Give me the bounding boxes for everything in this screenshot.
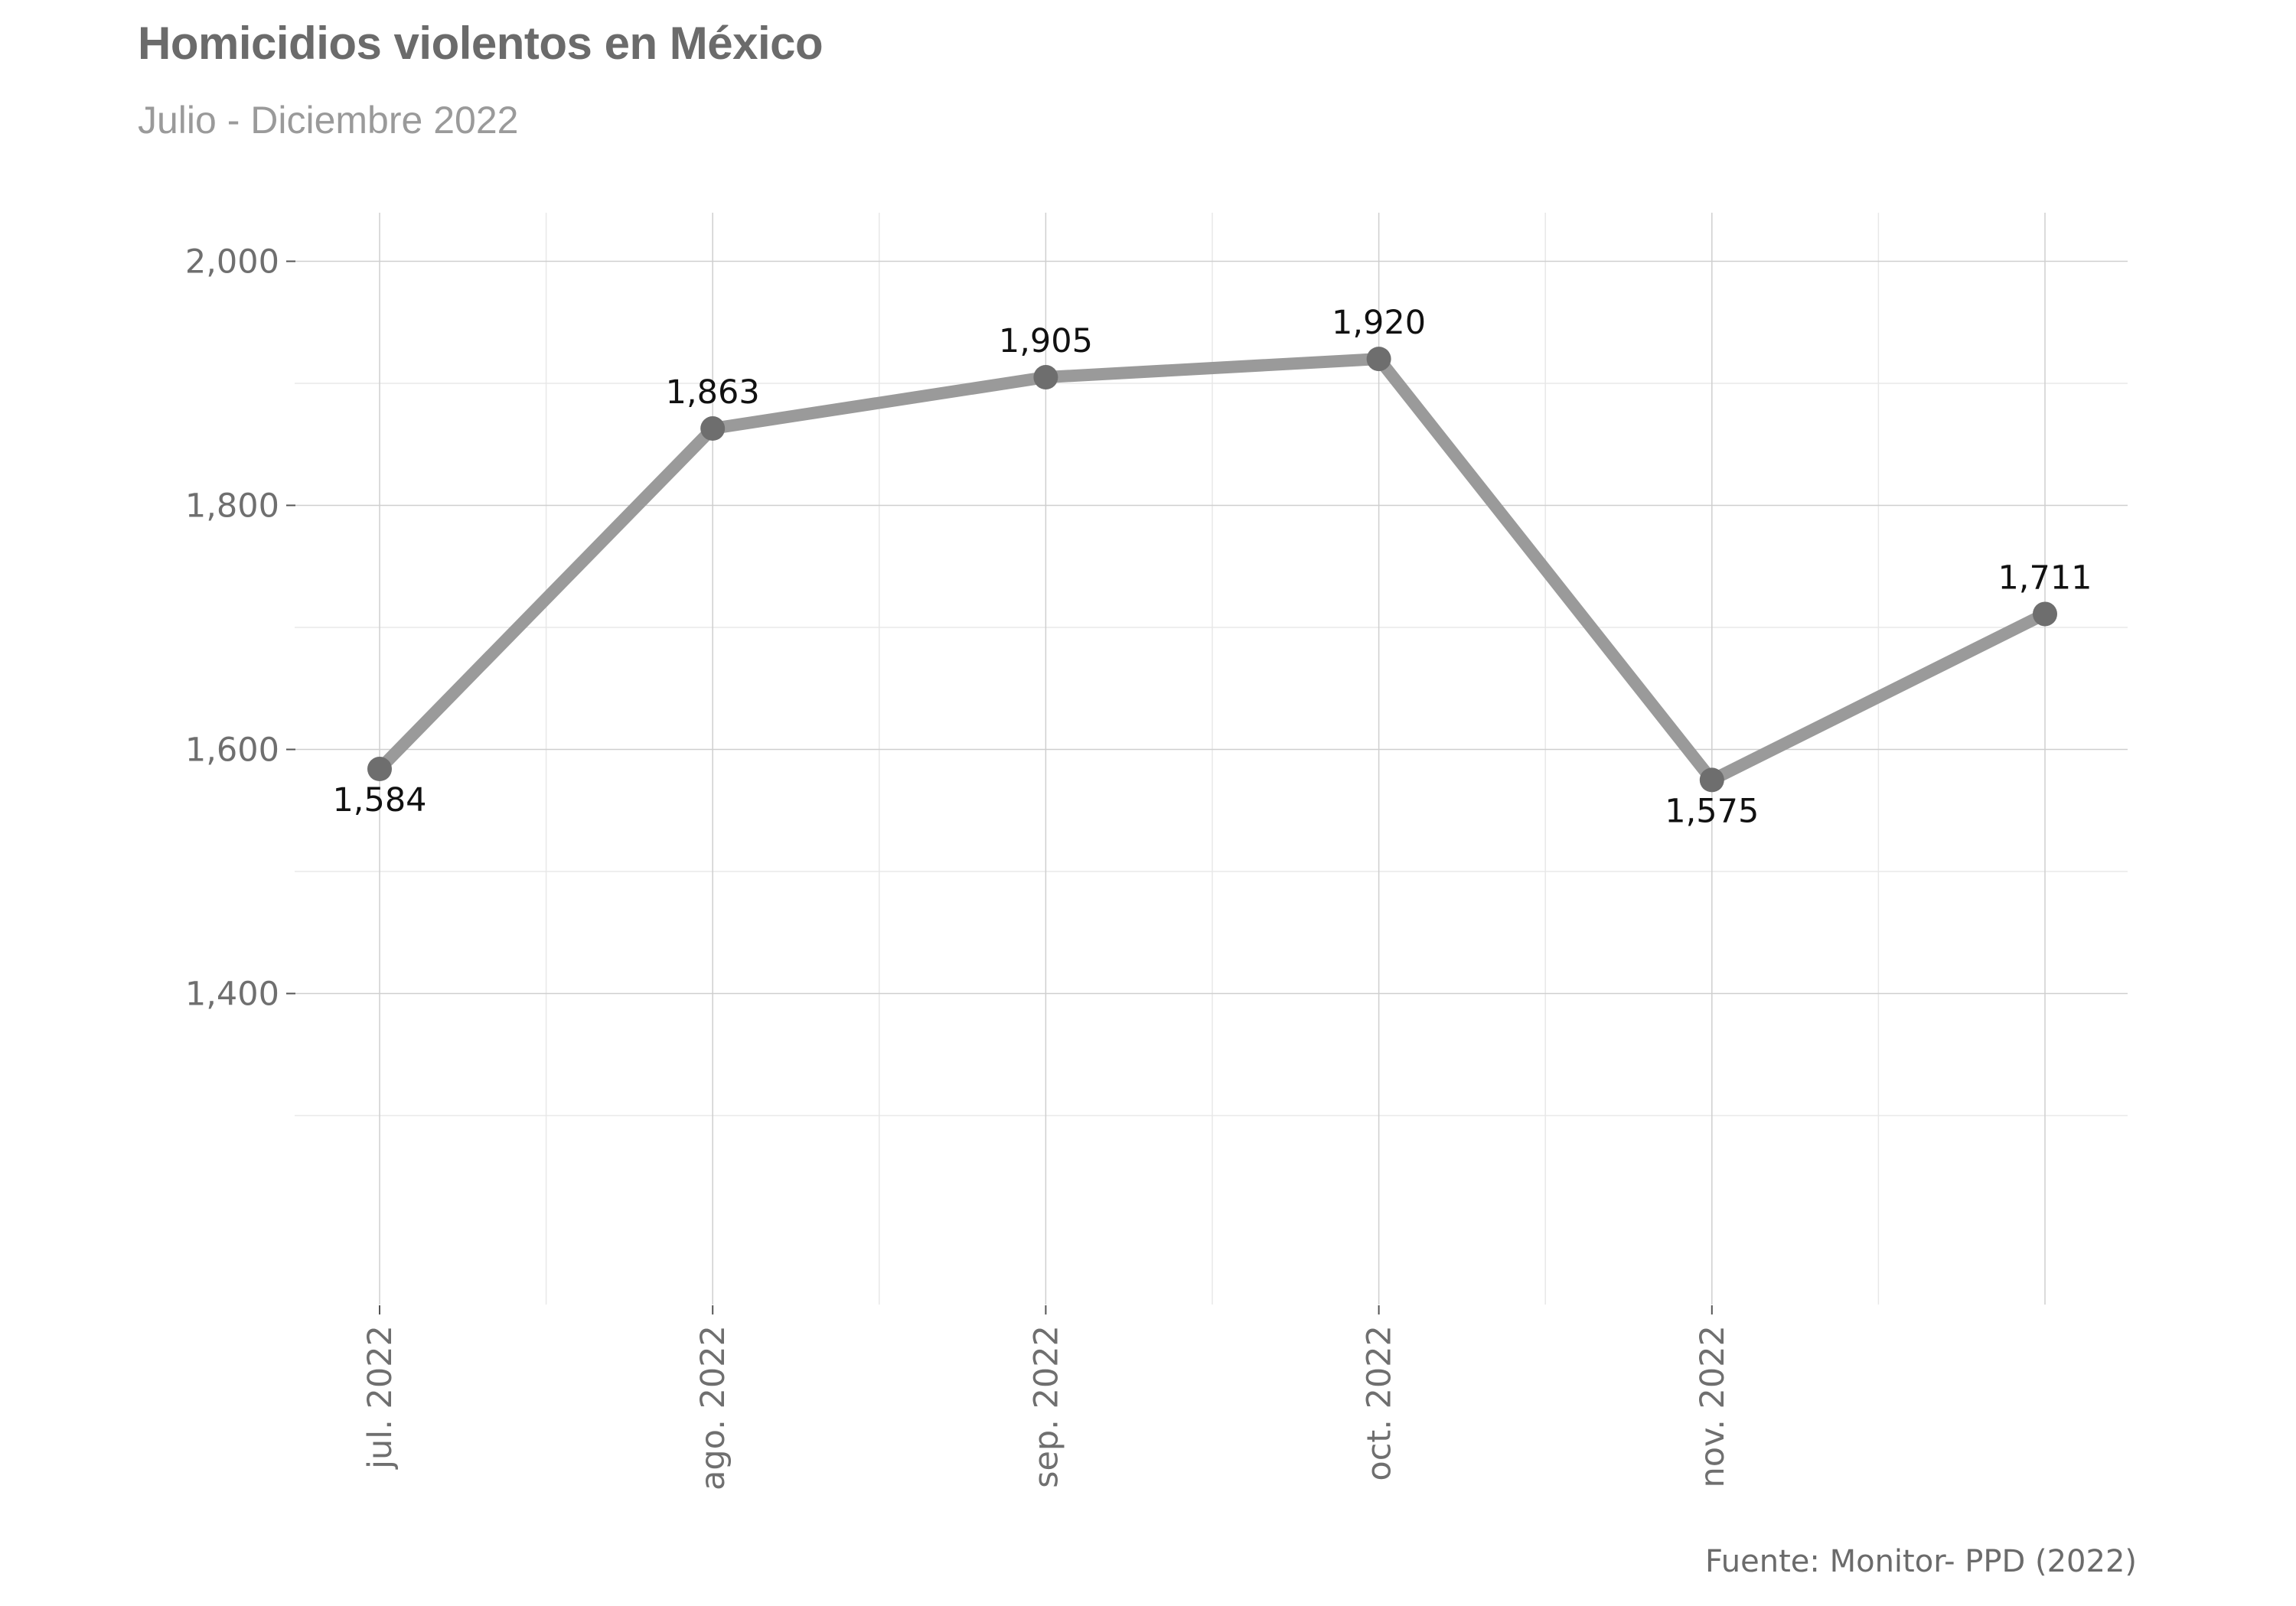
minor-gridlines — [295, 213, 2128, 1305]
data-point — [1033, 365, 1058, 390]
data-label: 1,584 — [332, 781, 426, 819]
y-tick-label: 1,400 — [185, 976, 279, 1014]
data-label: 1,920 — [1332, 304, 1426, 342]
x-tick-label: oct. 2022 — [1361, 1325, 1399, 1481]
x-tick-label: ago. 2022 — [694, 1325, 732, 1490]
x-tick-label: nov. 2022 — [1694, 1325, 1732, 1487]
data-point — [367, 757, 392, 782]
data-label: 1,575 — [1665, 792, 1759, 830]
major-gridlines — [295, 213, 2128, 1305]
x-tick-label: jul. 2022 — [361, 1325, 400, 1470]
series-line — [373, 353, 2051, 787]
source-caption: Fuente: Monitor- PPD (2022) — [1704, 1544, 2137, 1579]
data-label: 1,905 — [999, 322, 1093, 360]
chart-subtitle: Julio - Diciembre 2022 — [138, 99, 519, 142]
y-tick-label: 1,800 — [185, 487, 279, 526]
data-label: 1,863 — [666, 373, 760, 412]
y-tick-label: 1,600 — [185, 731, 279, 770]
data-label: 1,711 — [1998, 559, 2092, 597]
data-points — [367, 347, 2057, 793]
x-axis: jul. 2022 ago. 2022 sep. 2022 oct. 2022 nov.… — [361, 1305, 1732, 1490]
data-point — [1366, 347, 1391, 372]
series-line-path — [373, 353, 2051, 787]
y-tick-label: 2,000 — [185, 243, 279, 282]
data-labels: 1,584 1,863 1,905 1,920 1,575 1,711 — [332, 304, 2092, 830]
y-axis: 1,400 1,600 1,800 2,000 — [185, 243, 295, 1014]
data-point — [2033, 601, 2057, 627]
chart-title: Homicidios violentos en México — [138, 18, 823, 69]
data-point — [1699, 767, 1724, 793]
x-tick-label: sep. 2022 — [1027, 1325, 1065, 1488]
data-point — [700, 416, 726, 441]
